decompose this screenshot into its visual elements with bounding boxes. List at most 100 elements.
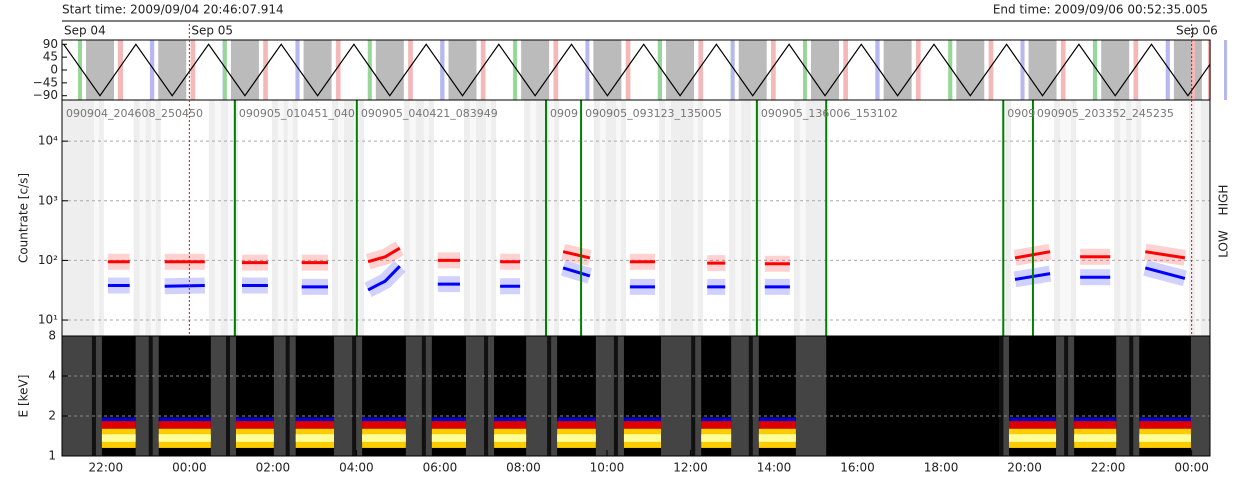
- coverage-gap: [1120, 100, 1127, 336]
- coverage-gap: [496, 100, 525, 336]
- panel-frame: [61, 335, 1211, 457]
- coverage-gap: [160, 100, 209, 336]
- attitude-band: [264, 40, 268, 100]
- angle-line: [63, 43, 1211, 97]
- attitude-band: [988, 40, 992, 100]
- coverage-gap: [433, 100, 464, 336]
- spectrum-peak: [101, 434, 136, 442]
- attitude-band: [120, 40, 124, 100]
- spectrum-peak: [235, 434, 274, 442]
- attitude-band: [375, 40, 404, 100]
- coverage-gap: [139, 100, 146, 336]
- spectrum-peak: [701, 434, 732, 442]
- coverage-gap: [625, 100, 660, 336]
- coverage-gap: [150, 100, 156, 336]
- attitude-band: [521, 40, 550, 100]
- spectrum-blue: [1139, 417, 1191, 422]
- file-label: 0909: [1007, 107, 1035, 120]
- file-label: 090905_136006_153102: [761, 107, 898, 120]
- coverage-gap: [693, 100, 699, 336]
- coverage-gap: [338, 100, 345, 336]
- coverage-gap: [364, 100, 404, 336]
- attitude-band: [158, 40, 187, 100]
- coverage-gap: [1066, 100, 1072, 336]
- spectrum-red: [431, 421, 466, 429]
- attitude-band: [875, 40, 880, 100]
- legend-entry: HIGH: [1217, 185, 1231, 216]
- spectrum-red: [758, 421, 796, 429]
- spectrum-blue: [1008, 417, 1057, 422]
- x-tick-label: 00:00: [172, 461, 207, 475]
- attitude-band: [585, 40, 590, 100]
- spectrum-red: [362, 421, 406, 429]
- spectrum-dark: [225, 336, 230, 456]
- spectrum-blue: [158, 417, 211, 422]
- y-tick-label: 1: [48, 449, 56, 463]
- spectrum-blue: [1074, 417, 1117, 422]
- attitude-band: [956, 40, 985, 100]
- file-label: 090905_203352_245235: [1037, 107, 1174, 120]
- spectrum-dark: [484, 336, 489, 456]
- x-tick-label: 00:00: [1174, 461, 1209, 475]
- attitude-band: [593, 40, 622, 100]
- attitude-band: [555, 40, 559, 100]
- coverage-gap: [227, 100, 233, 336]
- file-label: 090905_040421_083949: [361, 107, 498, 120]
- attitude-band: [190, 40, 194, 100]
- coverage-gap: [549, 100, 555, 336]
- y-tick-label: 4: [48, 369, 56, 383]
- start-time: Start time: 2009/09/04 20:46:07.914: [62, 3, 284, 17]
- attitude-band: [1192, 40, 1195, 100]
- y-axis-label: E [keV]: [17, 375, 31, 418]
- y-tick-label: 45: [43, 50, 58, 64]
- coverage-gap: [287, 100, 293, 336]
- attitude-band: [1062, 40, 1066, 100]
- attitude-band: [1028, 40, 1057, 100]
- spectrum-red: [623, 421, 662, 429]
- x-tick-label: 18:00: [924, 461, 959, 475]
- coverage-gap: [760, 100, 794, 336]
- spectrum-dark: [547, 336, 552, 456]
- attitude-band: [553, 40, 557, 100]
- y-tick-label: −90: [33, 88, 58, 102]
- spectrum-red: [557, 421, 596, 429]
- spectrum-blue: [362, 417, 406, 422]
- coverage-gap: [665, 100, 672, 336]
- coverage-gap: [799, 100, 806, 336]
- y-tick-label: 10⁴: [38, 134, 58, 148]
- date-label: Sep 04: [64, 24, 106, 38]
- coverage-gap: [469, 100, 476, 336]
- y-tick-label: 2: [48, 409, 56, 423]
- x-tick-label: 22:00: [1091, 461, 1126, 475]
- date-label: Sep 05: [191, 24, 233, 38]
- attitude-band: [117, 40, 121, 100]
- spectrum-peak: [623, 434, 662, 442]
- attitude-band: [843, 40, 847, 100]
- spectrum-dark: [421, 336, 426, 456]
- legend-entry: LOW: [1217, 230, 1231, 258]
- attitude-band: [666, 40, 695, 100]
- attitude-band: [222, 40, 227, 100]
- count-line: [107, 246, 1186, 266]
- attitude-band: [627, 40, 631, 100]
- file-label: 090904_204608_250450: [66, 107, 203, 120]
- coverage-gap: [1141, 100, 1189, 336]
- spectrum-peak: [295, 434, 335, 442]
- attitude-band: [337, 40, 341, 100]
- file-label: 090905_093123_135005: [585, 107, 722, 120]
- attitude-band: [1101, 40, 1130, 100]
- spectrum-blue: [101, 417, 136, 422]
- coverage-gap: [237, 100, 272, 336]
- coverage-gap: [735, 100, 742, 336]
- x-tick-label: 06:00: [423, 461, 458, 475]
- spectrum-red: [701, 421, 732, 429]
- attitude-band: [408, 40, 412, 100]
- attitude-band: [948, 40, 953, 100]
- attitude-band: [917, 40, 921, 100]
- attitude-band: [700, 40, 704, 100]
- attitude-band: [698, 40, 702, 100]
- x-tick-label: 08:00: [506, 461, 541, 475]
- x-tick-label: 20:00: [1007, 461, 1042, 475]
- attitude-band: [482, 40, 486, 100]
